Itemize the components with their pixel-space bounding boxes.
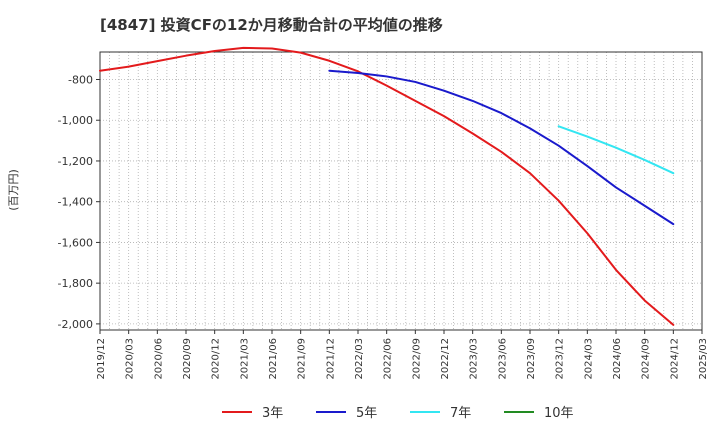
y-tick-label: -1,800 [58,277,93,290]
y-tick-label: -1,600 [58,236,93,249]
x-tick-label: 2022/06 [383,338,394,380]
x-tick-label: 2021/03 [239,338,250,380]
legend-label: 5年 [356,406,377,421]
x-tick-label: 2024/03 [583,338,594,380]
y-tick-label: -1,400 [58,196,93,209]
x-tick-label: 2025/03 [698,338,709,380]
x-tick-label: 2023/03 [469,338,480,380]
legend-label: 3年 [262,406,283,421]
y-tick-label: -1,200 [58,155,93,168]
x-tick-label: 2024/12 [669,338,680,380]
legend: 3年 5年 7年 10年 [222,406,574,421]
x-tick-label: 2023/06 [497,338,508,380]
x-tick-label: 2022/12 [440,338,451,380]
series-lines [99,46,675,326]
y-tick-label: -800 [68,73,93,86]
chart-title: [4847] 投資CFの12か月移動合計の平均値の推移 [100,16,443,34]
x-tick-label: 2020/06 [153,338,164,380]
x-tick-label: 2024/09 [641,338,652,380]
x-tick-label: 2020/03 [125,338,136,380]
series-line-3年 [99,46,675,326]
series-line-5年 [328,69,675,226]
x-tick-label: 2023/12 [555,338,566,380]
axes: -800 -1,000 -1,200 -1,400 -1,600 -1,800 -2,000… [58,51,709,380]
y-tick-label: -2,000 [58,318,93,331]
x-tick-label: 2022/09 [411,338,422,380]
x-tick-label: 2021/12 [325,338,336,380]
x-tick-label: 2022/03 [354,338,365,380]
x-tick-label: 2024/06 [612,338,623,380]
x-tick-label: 2020/09 [182,338,193,380]
y-tick-label: -1,000 [58,114,93,127]
plot-frame [99,51,703,331]
x-tick-label: 2020/12 [211,338,222,380]
legend-label: 7年 [450,406,471,421]
grid [99,52,703,330]
x-tick-label: 2021/09 [297,338,308,380]
legend-label: 10年 [544,406,574,421]
x-tick-label: 2019/12 [96,338,107,380]
x-tick-label: 2021/06 [268,338,279,380]
series-line-7年 [557,125,675,175]
y-axis-label: (百万円) [7,169,20,211]
x-tick-label: 2023/09 [526,338,537,380]
